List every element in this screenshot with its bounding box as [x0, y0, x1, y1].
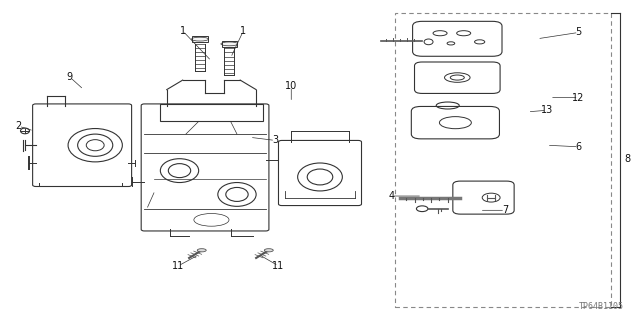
Bar: [161, 104, 262, 122]
Text: 5: 5: [575, 27, 582, 37]
Bar: [192, 36, 207, 42]
Text: 13: 13: [541, 105, 553, 115]
Text: 2: 2: [15, 121, 22, 131]
Text: 3: 3: [272, 136, 278, 145]
Text: 10: 10: [285, 81, 298, 92]
Text: 9: 9: [67, 72, 73, 82]
Text: 7: 7: [502, 205, 508, 215]
Text: 11: 11: [273, 261, 285, 271]
Text: 6: 6: [575, 142, 582, 152]
Bar: [396, 13, 611, 307]
Text: TP64B1105: TP64B1105: [579, 302, 623, 311]
Text: 4: 4: [388, 191, 395, 201]
Text: 12: 12: [572, 93, 585, 103]
Text: 1: 1: [240, 26, 246, 36]
Bar: [221, 41, 237, 47]
Text: 8: 8: [625, 154, 631, 165]
Ellipse shape: [197, 249, 206, 252]
Text: 1: 1: [180, 26, 186, 36]
Text: 11: 11: [172, 261, 184, 271]
Ellipse shape: [264, 249, 273, 252]
